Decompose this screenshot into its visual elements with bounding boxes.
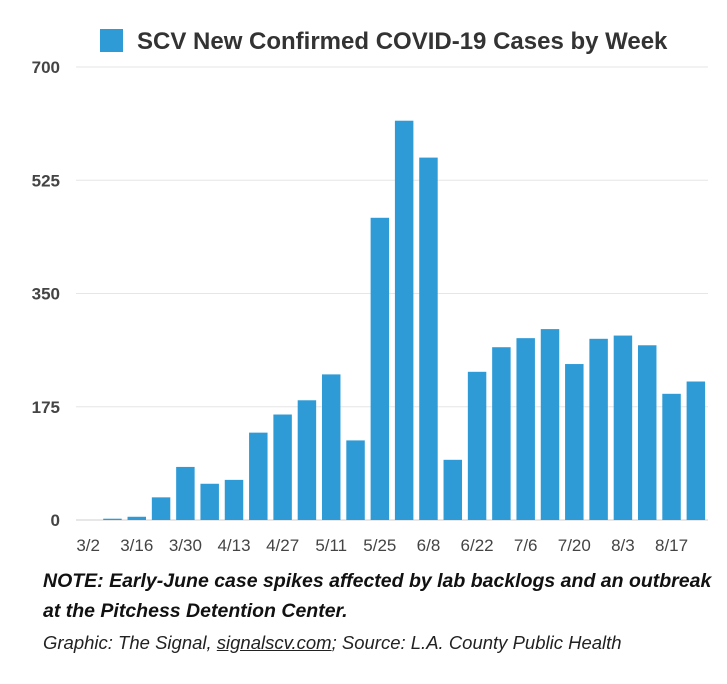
credit-link[interactable]: signalscv.com <box>216 632 332 653</box>
x-axis-ticks: 3/2 3/16 3/30 4/13 4/27 5/11 5/25 6/8 6/22 7/6 7/2… <box>76 536 688 555</box>
credit-suffix: ; Source: L.A. County Public Health <box>331 632 622 653</box>
x-tick-label: 8/3 <box>611 536 635 555</box>
bar[interactable] <box>151 497 171 520</box>
bars <box>103 120 706 520</box>
bar[interactable] <box>516 338 535 520</box>
chart-credit: Graphic: The Signal, signalscv.com; Sour… <box>43 628 723 658</box>
gridlines <box>76 66 708 521</box>
bar[interactable] <box>200 483 219 520</box>
legend[interactable]: SCV New Confirmed COVID-19 Cases by Week <box>100 28 668 55</box>
y-tick-label: 700 <box>32 58 60 77</box>
bar[interactable] <box>394 120 414 520</box>
bar[interactable] <box>370 217 390 520</box>
bar[interactable] <box>419 157 438 520</box>
bar[interactable] <box>686 381 706 520</box>
x-tick-label: 3/2 <box>76 536 100 555</box>
bar[interactable] <box>176 466 195 520</box>
bar[interactable] <box>224 479 244 520</box>
legend-swatch <box>100 29 123 52</box>
credit-prefix: Graphic: The Signal, <box>43 632 217 653</box>
x-tick-label: 3/30 <box>169 536 202 555</box>
x-tick-label: 4/13 <box>217 536 250 555</box>
y-tick-label: 175 <box>32 398 60 417</box>
bar[interactable] <box>540 329 560 520</box>
chart-note: NOTE: Early-June case spikes affected by… <box>43 570 712 622</box>
bar[interactable] <box>589 338 608 520</box>
x-tick-label: 6/8 <box>417 536 441 555</box>
bar[interactable] <box>637 345 657 520</box>
x-tick-label: 5/25 <box>363 536 396 555</box>
y-tick-label: 525 <box>32 171 60 190</box>
y-tick-label: 0 <box>51 511 60 530</box>
x-tick-label: 5/11 <box>315 536 347 555</box>
bar[interactable] <box>565 364 584 520</box>
bar[interactable] <box>467 371 487 520</box>
x-tick-label: 7/6 <box>514 536 538 555</box>
bar[interactable] <box>103 518 122 520</box>
bar[interactable] <box>613 335 633 520</box>
x-tick-label: 8/17 <box>655 536 688 555</box>
x-tick-label: 3/16 <box>120 536 153 555</box>
x-tick-label: 6/22 <box>461 536 494 555</box>
y-tick-label: 350 <box>32 285 60 304</box>
legend-label: SCV New Confirmed COVID-19 Cases by Week <box>137 28 668 55</box>
x-tick-label: 7/20 <box>558 536 591 555</box>
y-axis-ticks: 0 175 350 525 700 <box>32 58 60 530</box>
chart: 0 175 350 525 700 3/2 3/16 3/30 4/13 4/27 5/11 5/2… <box>32 28 708 555</box>
bar[interactable] <box>492 347 511 520</box>
bar[interactable] <box>346 440 365 520</box>
bar[interactable] <box>297 400 317 520</box>
bar[interactable] <box>662 393 681 520</box>
bar[interactable] <box>321 374 341 520</box>
bar[interactable] <box>443 459 463 520</box>
x-tick-label: 4/27 <box>266 536 299 555</box>
bar[interactable] <box>127 516 147 520</box>
bar[interactable] <box>273 414 292 520</box>
bar[interactable] <box>249 432 268 520</box>
